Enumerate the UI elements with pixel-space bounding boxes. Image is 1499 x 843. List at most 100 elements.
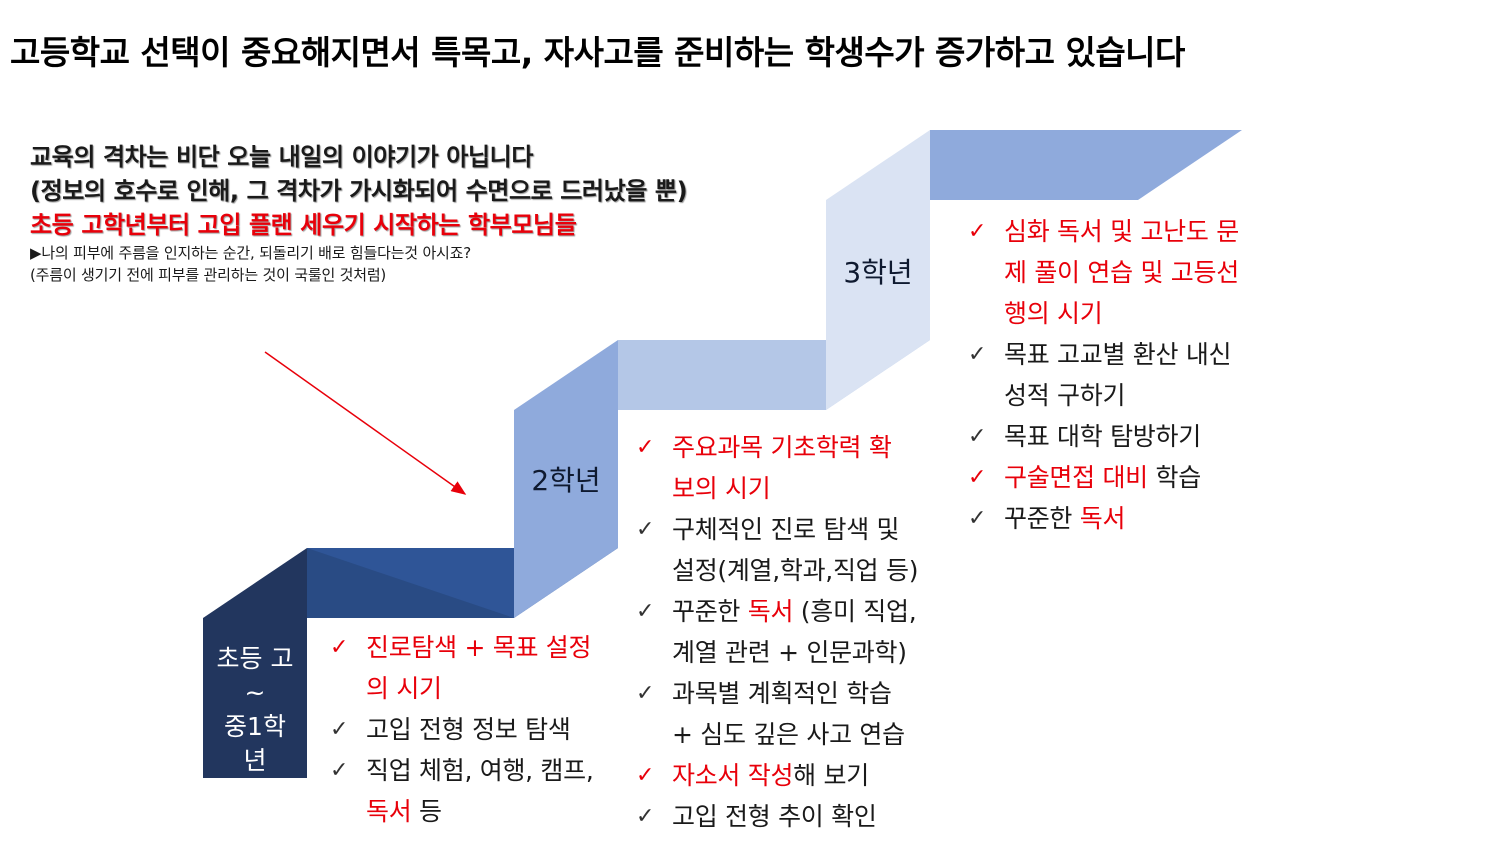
checklist-item-line: 심화 독서 및 고난도 문 [1004, 211, 1278, 252]
step-1-label-line: 초등 고 [216, 644, 294, 673]
intro-note-1: ▶나의 피부에 주름을 인지하는 순간, 되돌리기 배로 힘들다는것 아시죠? [30, 244, 472, 262]
intro-note-2: (주름이 생기기 전에 피부를 관리하는 것이 국룰인 것처럼) [30, 266, 387, 284]
checklist-item-line: 진로탐색 + 목표 설정 [366, 627, 630, 668]
checkmark-icon: ✓ [636, 681, 655, 706]
checklist-item-line: 독서 등 [366, 791, 630, 832]
checklist-item: ✓ 직업 체험, 여행, 캠프, 독서 등 [330, 750, 630, 832]
stair-2-riser [514, 340, 618, 618]
item-text: 목표 대학 탐방하기 [1004, 422, 1201, 451]
checkmark-icon: ✓ [636, 435, 655, 460]
step-3-label-line: 3학년 [843, 256, 913, 289]
intro-line-2: (정보의 호수로 인해, 그 격차가 가시화되어 수면으로 드러났을 뿐) [30, 177, 688, 205]
highlight-text: 진로탐색 + 목표 설정 [366, 633, 592, 662]
intro-text-block: 교육의 격차는 비단 오늘 내일의 이야기가 아닙니다 (정보의 호수로 인해,… [30, 140, 688, 286]
checklist-item-line: 보의 시기 [672, 468, 966, 509]
item-text: 학습 [1147, 463, 1202, 492]
checkmark-icon: ✓ [968, 219, 987, 244]
step-3-label: 3학년 [826, 254, 930, 292]
checklist-item-line: 설정(계열,학과,직업 등) [672, 550, 966, 591]
checklist-item: ✓ 구술면접 대비 학습 [968, 457, 1278, 498]
checkmark-icon: ✓ [636, 804, 655, 829]
checklist-item-line: 과목별 계획적인 학습 [672, 673, 966, 714]
checklist-item: ✓ 과목별 계획적인 학습 + 심도 깊은 사고 연습 [636, 673, 966, 755]
checkmark-icon: ✓ [968, 506, 987, 531]
item-text: 계열 관련 + 인문과학) [672, 638, 907, 667]
checkmark-icon: ✓ [330, 717, 349, 742]
highlight-text: 독서 [366, 797, 412, 826]
checklist-item-line: 구체적인 진로 탐색 및 [672, 509, 966, 550]
step-2-label-line: 2학년 [531, 464, 601, 497]
highlight-text: 행의 시기 [1004, 299, 1103, 328]
checklist-item: ✓ 자소서 작성해 보기 [636, 755, 966, 796]
checklist-item-line: 고입 전형 추이 확인 [672, 796, 966, 837]
highlight-text: 제 풀이 연습 및 고등선 [1004, 258, 1239, 287]
checklist-item: ✓ 꾸준한 독서 (흥미 직업, 계열 관련 + 인문과학) [636, 591, 966, 673]
item-text: 꾸준한 [1004, 504, 1080, 533]
stair-3-tread [930, 130, 1242, 200]
checklist-item: ✓ 고입 전형 정보 탐색 [330, 709, 630, 750]
checkmark-icon: ✓ [330, 635, 349, 660]
checklist-item-line: 제 풀이 연습 및 고등선 [1004, 252, 1278, 293]
checklist-item-line: 목표 고교별 환산 내신 [1004, 334, 1278, 375]
checklist-item: ✓ 고입 전형 추이 확인 [636, 796, 966, 837]
checklist-item-line: 꾸준한 독서 (흥미 직업, [672, 591, 966, 632]
highlight-text: 주요과목 기초학력 확 [672, 433, 892, 462]
stair-3-riser [826, 130, 930, 410]
stair-1-fold [307, 548, 514, 618]
checklist-item-line: 고입 전형 정보 탐색 [366, 709, 630, 750]
item-text: 구체적인 진로 탐색 및 [672, 515, 900, 544]
item-text: (흥미 직업, [793, 597, 917, 626]
checkmark-icon: ✓ [968, 424, 987, 449]
item-text: 해 보기 [793, 761, 869, 790]
item-text: 등 [411, 797, 442, 826]
highlight-text: 독서 [1079, 504, 1126, 533]
checkmark-icon: ✓ [968, 342, 987, 367]
step-1-label-line: ~ [244, 678, 266, 707]
step-1-label-line: 중1학 [224, 712, 286, 741]
highlight-text: 의 시기 [366, 674, 442, 703]
checklist-item-line: 계열 관련 + 인문과학) [672, 632, 966, 673]
item-text: 꾸준한 [672, 597, 748, 626]
item-text: 성적 구하기 [1004, 381, 1126, 410]
checklist-item: ✓ 꾸준한 독서 [968, 498, 1278, 539]
item-text: 목표 고교별 환산 내신 [1004, 340, 1232, 369]
checklist-item-line: 자소서 작성해 보기 [672, 755, 966, 796]
item-text: 고입 전형 추이 확인 [672, 802, 877, 831]
checklist-item: ✓ 목표 대학 탐방하기 [968, 416, 1278, 457]
checkmark-icon: ✓ [968, 465, 987, 490]
step-1-label-line: 년 [243, 746, 267, 774]
highlight-text: 독서 [747, 597, 794, 626]
item-text: 과목별 계획적인 학습 [672, 679, 892, 708]
highlight-text: 보의 시기 [672, 474, 771, 503]
checklist-item-line: 구술면접 대비 학습 [1004, 457, 1278, 498]
checklist-item-line: 행의 시기 [1004, 293, 1278, 334]
checklist-item-line: 목표 대학 탐방하기 [1004, 416, 1278, 457]
intro-line-1: 교육의 격차는 비단 오늘 내일의 이야기가 아닙니다 [30, 143, 534, 171]
checklist-item-line: 주요과목 기초학력 확 [672, 427, 966, 468]
checkmark-icon: ✓ [330, 758, 349, 783]
step-2-label: 2학년 [514, 462, 618, 500]
highlight-text: 심화 독서 및 고난도 문 [1004, 217, 1239, 246]
item-text: 직업 체험, 여행, 캠프, [366, 756, 594, 785]
intro-line-3: 초등 고학년부터 고입 플랜 세우기 시작하는 학부모님들 [30, 211, 577, 239]
highlight-text: 구술면접 대비 [1004, 463, 1148, 492]
checkmark-icon: ✓ [636, 517, 655, 542]
checklist-item-line: 직업 체험, 여행, 캠프, [366, 750, 630, 791]
pointer-arrow [264, 351, 467, 495]
page-title: 고등학교 선택이 중요해지면서 특목고, 자사고를 준비하는 학생수가 증가하고… [10, 33, 1185, 72]
item-text: 설정(계열,학과,직업 등) [672, 556, 919, 585]
stair-1-riser [203, 548, 307, 778]
checkmark-icon: ✓ [636, 763, 655, 788]
item-text: + 심도 깊은 사고 연습 [672, 720, 905, 749]
checklist-item-line: 꾸준한 독서 [1004, 498, 1278, 539]
